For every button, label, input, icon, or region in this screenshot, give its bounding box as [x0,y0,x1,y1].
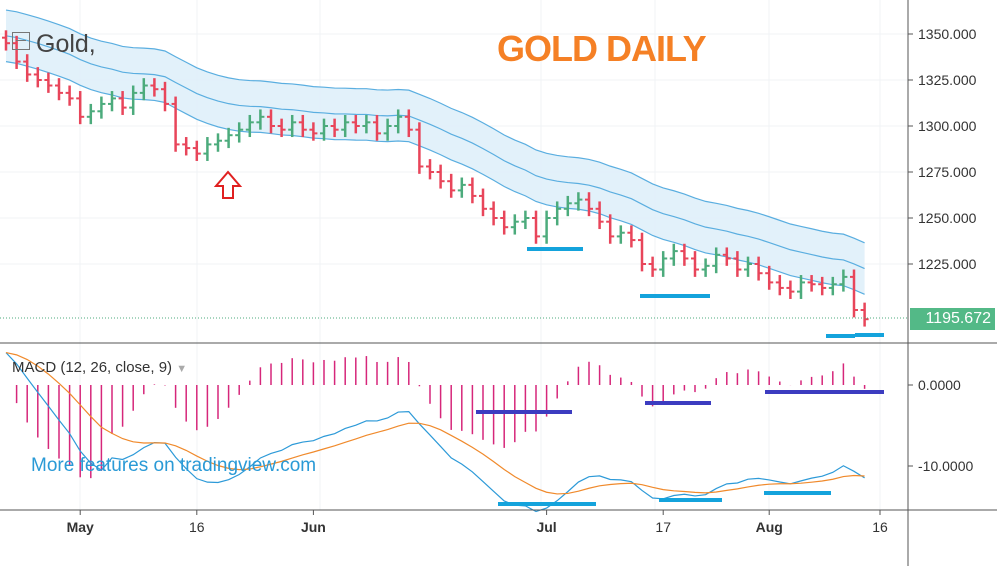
macd-label: MACD (12, 26, close, 9) [12,359,173,376]
x-tick-label: 17 [655,519,671,535]
x-tick-label: 16 [872,519,888,535]
x-tick-label: Aug [756,519,783,535]
y-tick-label: 1325.000 [918,72,977,88]
symbol-legend: Gold, [12,30,96,59]
chart-title: GOLD DAILY [497,28,707,69]
y-tick-label: 1225.000 [918,256,977,272]
x-tick-label: Jun [301,519,326,535]
channel-upper [5,9,865,244]
x-tick-label: May [67,519,94,535]
watermark: More features on tradingview.com [31,455,317,476]
macd-tick-label: -10.0000 [918,458,973,474]
signal-line [5,352,865,495]
dropdown-icon[interactable]: ▼ [176,363,188,375]
macd-legend[interactable]: MACD (12, 26, close, 9) ▼ [12,359,187,376]
y-tick-label: 1275.000 [918,164,977,180]
symbol-label: Gold, [36,30,96,58]
x-tick-label: Jul [536,519,556,535]
collapse-icon[interactable] [12,32,30,50]
last-price-tag: 1195.672 [910,308,995,330]
y-tick-label: 1300.000 [918,118,977,134]
macd-tick-label: 0.0000 [918,377,961,393]
channel-lower [5,61,865,295]
macd-line [5,352,865,513]
channel-middle [5,35,865,270]
y-tick-label: 1250.000 [918,210,977,226]
up-arrow-icon [213,170,243,199]
x-tick-label: 16 [189,519,205,535]
y-tick-label: 1350.000 [918,26,977,42]
